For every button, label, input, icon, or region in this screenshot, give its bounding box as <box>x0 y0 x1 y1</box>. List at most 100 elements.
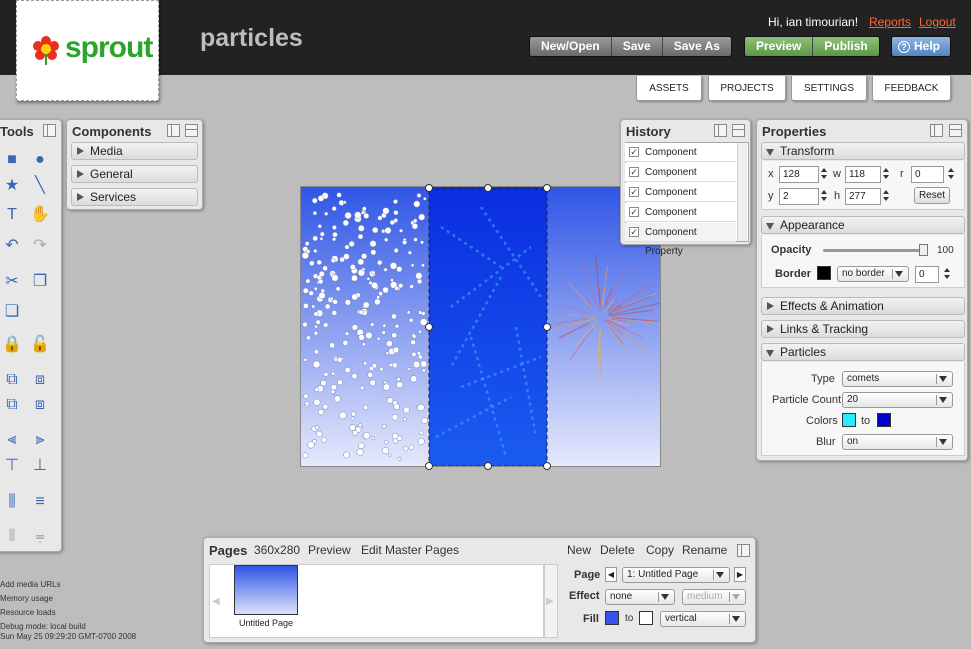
hand-icon[interactable]: ✋ <box>30 206 50 223</box>
debug-memory-usage[interactable]: Memory usage <box>0 594 53 603</box>
rename-page-button[interactable]: Rename <box>682 543 728 557</box>
bring-front-icon[interactable]: ⧉ <box>6 396 18 413</box>
blur-select[interactable]: on <box>842 434 953 450</box>
history-minimize-button[interactable] <box>732 124 745 137</box>
height-stepper[interactable] <box>881 188 891 205</box>
snow-particle-component[interactable] <box>301 187 429 466</box>
tab-settings[interactable]: SETTINGS <box>791 76 867 101</box>
properties-minimize-button[interactable] <box>949 124 962 137</box>
links-tracking-section[interactable]: Links & Tracking <box>761 320 965 338</box>
properties-dock-button[interactable] <box>930 124 943 137</box>
resize-handle-nw[interactable] <box>425 184 433 192</box>
resize-handle-ne[interactable] <box>543 184 551 192</box>
preview-page-link[interactable]: Preview <box>308 543 351 557</box>
distribute-v-icon[interactable]: ≡ <box>35 493 45 510</box>
x-field[interactable]: 128 <box>779 166 819 183</box>
effects-animation-section[interactable]: Effects & Animation <box>761 297 965 315</box>
preview-button[interactable]: Preview <box>745 37 814 56</box>
resize-handle-n[interactable] <box>484 184 492 192</box>
sprout-logo[interactable]: sprout <box>16 0 159 101</box>
publish-button[interactable]: Publish <box>813 37 879 56</box>
transform-section-header[interactable]: Transform <box>761 142 965 160</box>
paste-icon[interactable]: ❏ <box>4 303 20 320</box>
history-item[interactable]: ✓Component Property <box>625 143 736 177</box>
components-dock-button[interactable] <box>167 124 180 137</box>
fill-color-to-swatch[interactable] <box>639 611 653 625</box>
align-top-icon[interactable]: ⊤ <box>5 457 19 474</box>
align-left-icon[interactable]: ⫷ <box>7 431 17 448</box>
previous-page-icon[interactable]: ◀ <box>605 567 617 582</box>
text-icon[interactable]: T <box>7 206 17 223</box>
particle-count-select[interactable]: 20 <box>842 392 953 408</box>
cut-icon[interactable]: ✂ <box>5 273 19 290</box>
tab-assets[interactable]: ASSETS <box>636 76 702 101</box>
ungroup-icon[interactable]: ⧈ <box>34 371 46 388</box>
new-page-button[interactable]: New <box>567 543 592 557</box>
border-width-field[interactable]: 0 <box>915 266 939 283</box>
unlock-icon[interactable]: 🔓 <box>30 336 50 353</box>
help-button[interactable]: ? Help <box>892 37 951 56</box>
resize-handle-w[interactable] <box>425 323 433 331</box>
save-button[interactable]: Save <box>611 37 663 56</box>
scroll-left-icon[interactable]: ◀ <box>212 596 220 607</box>
history-item[interactable]: ✓Component Property <box>625 163 736 197</box>
rotation-stepper[interactable] <box>946 166 956 183</box>
debug-add-media-urls[interactable]: Add media URLs <box>0 580 61 589</box>
space-h-icon[interactable]: ⫴ <box>8 528 16 545</box>
page-select[interactable]: 1: Untitled Page <box>622 567 730 583</box>
appearance-section-header[interactable]: Appearance <box>761 216 965 234</box>
border-style-select[interactable]: no border <box>837 266 909 282</box>
border-width-stepper[interactable] <box>942 266 952 283</box>
debug-resource-loads[interactable]: Resource loads <box>0 608 56 617</box>
history-item[interactable]: ✓Component Property <box>625 223 736 257</box>
next-page-icon[interactable]: ▶ <box>734 567 746 582</box>
opacity-slider-thumb[interactable] <box>919 244 928 256</box>
group-icon[interactable]: ⧉ <box>6 371 18 388</box>
resize-handle-e[interactable] <box>543 323 551 331</box>
edit-master-pages-link[interactable]: Edit Master Pages <box>361 543 460 557</box>
components-section-media[interactable]: Media <box>71 142 198 160</box>
page-thumbnail[interactable] <box>234 565 298 615</box>
tab-projects[interactable]: PROJECTS <box>708 76 786 101</box>
width-field[interactable]: 118 <box>845 166 881 183</box>
align-right-icon[interactable]: ⫸ <box>35 431 45 448</box>
y-stepper[interactable] <box>819 188 829 205</box>
thumbnail-scroll-right[interactable] <box>544 564 558 638</box>
fill-type-select[interactable]: vertical <box>660 611 746 627</box>
resize-handle-sw[interactable] <box>425 462 433 470</box>
history-dock-button[interactable] <box>714 124 727 137</box>
history-item[interactable]: ✓Component Property <box>625 203 736 237</box>
components-minimize-button[interactable] <box>185 124 198 137</box>
copy-page-button[interactable]: Copy <box>646 543 675 557</box>
effect-speed-select[interactable]: medium <box>682 589 746 605</box>
history-item[interactable]: ✓Component Property <box>625 183 736 217</box>
particles-section-header[interactable]: Particles <box>761 343 965 361</box>
space-v-icon[interactable]: ⩦ <box>35 528 45 545</box>
x-stepper[interactable] <box>819 166 829 183</box>
pages-dock-button[interactable] <box>737 544 750 557</box>
color-from-swatch[interactable] <box>842 413 856 427</box>
logout-link[interactable]: Logout <box>919 15 956 29</box>
redo-icon[interactable]: ↷ <box>33 237 47 254</box>
undo-icon[interactable]: ↶ <box>5 237 19 254</box>
save-as-button[interactable]: Save As <box>662 37 731 56</box>
new-open-button[interactable]: New/Open <box>530 37 612 56</box>
components-section-general[interactable]: General <box>71 165 198 183</box>
copy-icon[interactable]: ❐ <box>32 273 48 290</box>
components-section-services[interactable]: Services <box>71 188 198 206</box>
width-stepper[interactable] <box>881 166 891 183</box>
comet-particle-component[interactable] <box>429 187 547 466</box>
star-icon[interactable]: ★ <box>4 177 20 194</box>
reports-link[interactable]: Reports <box>869 15 912 29</box>
rectangle-icon[interactable]: ■ <box>7 151 17 168</box>
resize-handle-s[interactable] <box>484 462 492 470</box>
tools-dock-button[interactable] <box>43 124 56 137</box>
y-field[interactable]: 2 <box>779 188 819 205</box>
delete-page-button[interactable]: Delete <box>600 543 635 557</box>
ellipse-icon[interactable]: ● <box>35 151 45 168</box>
resize-handle-se[interactable] <box>543 462 551 470</box>
line-icon[interactable]: ╲ <box>35 177 45 194</box>
rotation-field[interactable]: 0 <box>911 166 944 183</box>
stage-canvas[interactable] <box>300 184 661 470</box>
tab-feedback[interactable]: FEEDBACK <box>872 76 951 101</box>
